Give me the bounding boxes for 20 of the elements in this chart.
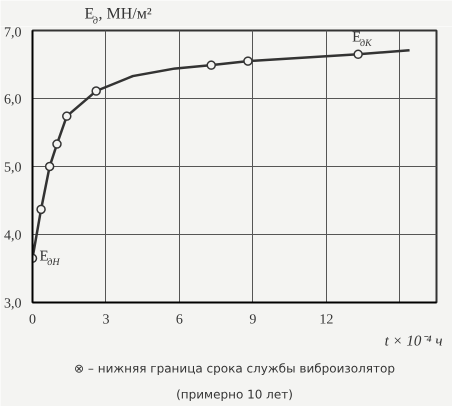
x-tick-label: 12	[319, 312, 334, 328]
text: ⊗ – нижняя граница срока службы виброизолятор (примерно 10 лет)	[74, 362, 395, 402]
x-tick-label: 9	[249, 312, 256, 328]
x-tick-label: 0	[29, 312, 36, 328]
point	[52, 139, 62, 149]
y-tick-label: 7,0	[4, 26, 22, 40]
point	[36, 204, 46, 214]
point	[353, 50, 363, 60]
x-tick-label: 3	[102, 312, 110, 328]
point	[62, 111, 72, 121]
point	[91, 86, 101, 96]
y-tick-label: 5,0	[4, 160, 22, 176]
y-tick-label: 6,0	[4, 92, 22, 108]
y-tick-label: 3,0	[4, 296, 22, 312]
point	[243, 56, 253, 66]
y-tick-label: 4,0	[4, 228, 22, 244]
point	[206, 60, 216, 70]
x-tick-label: 6	[176, 312, 183, 328]
point	[44, 162, 54, 172]
x-axis-title: t × 10⁻⁴ ч	[384, 334, 443, 350]
